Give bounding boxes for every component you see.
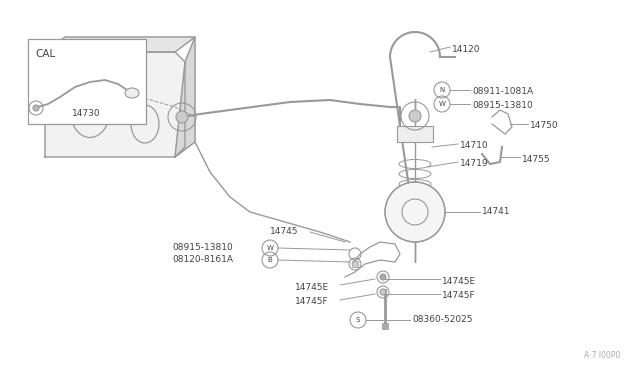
Ellipse shape: [125, 88, 139, 98]
Text: S: S: [356, 317, 360, 323]
Text: 14745E: 14745E: [442, 276, 476, 285]
Text: W: W: [267, 245, 273, 251]
Circle shape: [33, 105, 39, 111]
Bar: [397, 126, 433, 142]
Circle shape: [176, 111, 188, 123]
Text: 14745E: 14745E: [295, 282, 329, 292]
Text: 08360-52025: 08360-52025: [412, 315, 472, 324]
Text: 14120: 14120: [452, 45, 481, 54]
Text: 14741: 14741: [482, 208, 511, 217]
Bar: [28, 39, 146, 124]
Polygon shape: [45, 37, 195, 52]
Text: 08915-13810: 08915-13810: [172, 244, 233, 253]
Circle shape: [380, 289, 386, 295]
Text: 14755: 14755: [522, 154, 550, 164]
Polygon shape: [45, 52, 185, 157]
Text: 08911-1081A: 08911-1081A: [472, 87, 533, 96]
Text: N: N: [440, 87, 445, 93]
Text: 14719: 14719: [460, 160, 488, 169]
Polygon shape: [175, 37, 195, 157]
Circle shape: [380, 274, 386, 280]
Text: 08915-13810: 08915-13810: [472, 102, 532, 110]
Text: 14745: 14745: [270, 228, 298, 237]
Text: 14750: 14750: [530, 122, 559, 131]
Text: B: B: [268, 257, 273, 263]
Text: 14745F: 14745F: [442, 292, 476, 301]
Text: A·7 I00P0: A·7 I00P0: [584, 351, 620, 360]
Text: CAL: CAL: [35, 49, 55, 59]
Text: 14730: 14730: [72, 109, 100, 119]
Circle shape: [385, 182, 445, 242]
Text: 14745F: 14745F: [295, 298, 328, 307]
Bar: [352, 261, 358, 267]
Bar: [382, 323, 388, 329]
Circle shape: [409, 110, 421, 122]
Text: 08120-8161A: 08120-8161A: [172, 256, 233, 264]
Text: W: W: [438, 101, 445, 107]
Text: 14710: 14710: [460, 141, 488, 151]
